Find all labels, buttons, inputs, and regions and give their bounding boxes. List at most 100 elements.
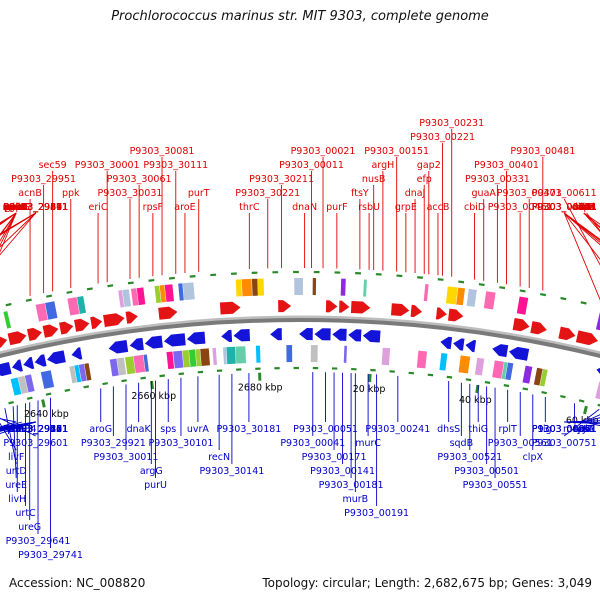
reverse-gene-arrow: [186, 331, 206, 345]
forward-gene-label: cbiD: [464, 202, 485, 213]
reverse-gene-label: P9303_00181: [319, 480, 384, 491]
inner-dotted-ring: [83, 385, 90, 389]
outer-dotted-ring: [519, 289, 526, 293]
reverse-gene-label: P9303_29601: [3, 438, 68, 449]
forward-gene-label: aroE: [174, 202, 195, 213]
reverse-gene-label: P9303_00561: [488, 438, 553, 449]
reverse-gene-label: P9303_00501: [454, 466, 519, 477]
reverse-gene-arrow: [47, 350, 66, 365]
reverse-label-connector: [4, 408, 17, 465]
forward-gene-label: P9303_00331: [465, 174, 530, 185]
reverse-gene-arrow: [492, 344, 509, 358]
reverse-gene-label: ureE: [5, 480, 27, 491]
outer-dotted-ring: [168, 276, 175, 280]
topology-summary: Topology: circular; Length: 2,682,675 bp…: [262, 576, 592, 590]
forward-gene-label: mazG: [2, 202, 29, 213]
reverse-gene-arrow: [509, 346, 530, 361]
reverse-label-connector: [12, 406, 17, 479]
cog-block-reverse: [416, 350, 428, 369]
inner-dotted-ring: [597, 403, 600, 407]
reverse-gene-arrow: [440, 336, 453, 350]
reverse-gene-label: P9303_00171: [302, 452, 367, 463]
reverse-label-connector: [0, 417, 36, 437]
forward-gene-label: P9303_00011: [279, 160, 344, 171]
cog-block-reverse: [69, 365, 77, 384]
inner-dotted-ring: [446, 375, 453, 379]
outer-dotted-ring: [539, 292, 547, 297]
forward-gene-label: gap2: [417, 160, 441, 171]
forward-label-connector: [563, 212, 600, 246]
cog-block-reverse: [116, 357, 127, 376]
forward-gene-label: ureC: [5, 202, 28, 213]
forward-gene-arrow: [74, 318, 90, 332]
forward-gene-arrow: [42, 324, 59, 338]
inner-dotted-ring: [178, 372, 185, 376]
forward-gene-label: P9303_29871: [3, 202, 68, 213]
inner-dotted-ring: [465, 378, 472, 382]
forward-gene-label: nrdG: [5, 202, 28, 213]
cog-block-forward: [164, 284, 175, 302]
backbone-shadow: [0, 315, 600, 355]
forward-label-connector: [0, 212, 37, 256]
inner-dotted-ring: [8, 400, 14, 405]
forward-gene-label: accB: [427, 202, 450, 213]
inner-dotted-ring: [427, 373, 434, 377]
kbp-tick-label: 40 kbp: [459, 395, 492, 406]
outer-dotted-ring: [86, 287, 93, 291]
reverse-gene-arrow: [11, 359, 23, 372]
kbp-tick-label: 2640 kbp: [24, 409, 69, 420]
reverse-gene-label: P9303_29641: [6, 536, 71, 547]
cog-block-forward: [122, 289, 132, 307]
reverse-gene-label: P9303_30101: [149, 438, 214, 449]
forward-gene-arrow: [350, 301, 371, 314]
cog-block-reverse: [24, 374, 35, 393]
reverse-gene-label: sps: [160, 424, 176, 435]
forward-gene-label: eriC: [89, 202, 108, 213]
cog-block-forward: [466, 288, 477, 307]
reverse-gene-arrow: [144, 335, 163, 349]
reverse-gene-label: P9303_00751: [532, 438, 597, 449]
forward-gene-label: guaA: [472, 188, 497, 199]
forward-gene-arrow: [575, 330, 599, 346]
reverse-gene-label: recN: [208, 452, 230, 463]
forward-gene-arrow: [7, 331, 27, 346]
forward-gene-arrow: [90, 316, 103, 330]
cog-block-reverse: [595, 381, 600, 400]
cog-block-reverse: [286, 345, 293, 363]
reverse-gene-arrow: [129, 337, 144, 351]
forward-gene-label: P9303_29411: [3, 202, 68, 213]
reverse-gene-arrow: [596, 367, 600, 374]
cog-block-reverse: [533, 367, 543, 386]
forward-gene-arrow: [125, 311, 138, 324]
outer-dotted-ring: [25, 298, 32, 302]
reverse-gene-label: P9303_29261: [3, 424, 68, 435]
outer-dotted-ring: [127, 281, 134, 285]
outer-dotted-ring: [560, 296, 567, 301]
forward-gene-arrow: [435, 307, 447, 320]
reverse-gene-label: P9303_29351: [3, 424, 68, 435]
reverse-gene-label: P9303_29741: [18, 550, 83, 561]
reverse-gene-label: P9303_00041: [280, 438, 345, 449]
reverse-gene-label: P9303_00871: [532, 424, 597, 435]
forward-gene-label: P9303_29471: [3, 202, 68, 213]
forward-gene-label: rsbU: [358, 202, 380, 213]
cog-block-reverse: [381, 347, 391, 366]
reverse-gene-label: P9303_30181: [216, 424, 281, 435]
cog-block-reverse: [492, 360, 504, 379]
reverse-gene-label: P9303_00851: [532, 424, 597, 435]
forward-gene-arrow: [410, 304, 423, 318]
forward-gene-label: P9303_00771: [532, 202, 597, 213]
reverse-gene-label: dnaK: [127, 424, 152, 435]
forward-gene-label: dapA: [572, 202, 597, 213]
cog-block-forward: [423, 284, 429, 302]
cog-block-forward: [595, 312, 600, 331]
inner-dotted-ring: [503, 384, 510, 388]
cog-block-forward: [445, 286, 458, 305]
forward-gene-label: rpsF: [143, 202, 163, 213]
reverse-gene-arrow: [108, 339, 129, 354]
forward-label-connector: [563, 212, 600, 242]
cog-block-forward: [235, 279, 243, 297]
kbp-tick-mark: [475, 384, 480, 394]
reverse-gene-label: mesJ: [563, 424, 586, 435]
forward-gene-arrow: [325, 300, 338, 313]
